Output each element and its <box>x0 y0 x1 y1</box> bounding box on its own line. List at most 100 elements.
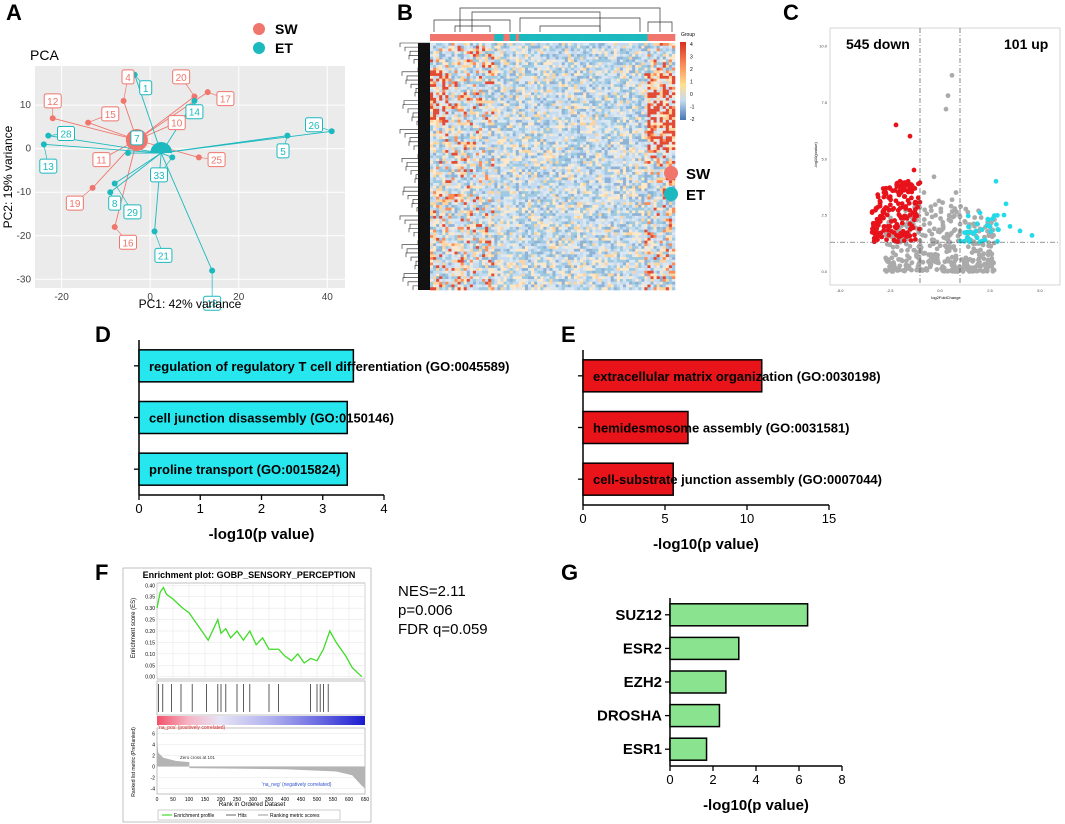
heatmap-cell <box>641 122 645 126</box>
heatmap-cell <box>638 130 642 134</box>
heatmap-cell <box>482 53 486 58</box>
heatmap-cell <box>528 177 532 181</box>
heatmap-cell <box>518 166 523 170</box>
heatmap-cell <box>500 114 504 118</box>
heatmap-cell <box>488 158 492 162</box>
heatmap-cell <box>546 182 550 187</box>
heatmap-cell <box>528 81 532 85</box>
heatmap-cell <box>613 64 618 68</box>
heatmap-group-cell <box>543 34 547 41</box>
heatmap-cell <box>515 171 520 176</box>
heatmap-cell <box>524 150 529 154</box>
heatmap-cell <box>515 56 520 60</box>
heatmap-cell <box>457 108 461 112</box>
heatmap-cell <box>534 67 538 71</box>
heatmap-cell <box>638 117 642 121</box>
heatmap-cell <box>549 128 553 132</box>
heatmap-cell <box>491 141 495 145</box>
heatmap-cell <box>433 78 437 82</box>
heatmap-cell <box>577 48 581 52</box>
heatmap-cell <box>531 169 535 173</box>
heatmap-cell <box>647 81 651 85</box>
heatmap-cell <box>604 128 608 132</box>
heatmap-cell <box>607 100 611 104</box>
heatmap-cell <box>430 128 434 132</box>
heatmap-cell <box>619 59 624 63</box>
heatmap-cell <box>622 177 627 181</box>
heatmap-cell <box>629 114 633 118</box>
heatmap-cell <box>613 177 618 181</box>
heatmap-cell <box>503 177 507 181</box>
heatmap-cell <box>656 141 660 145</box>
heatmap-cell <box>436 81 440 85</box>
heatmap-cell <box>521 75 526 79</box>
heatmap-cell <box>506 103 510 107</box>
heatmap-cell <box>616 125 621 129</box>
heatmap-cell <box>543 133 547 137</box>
heatmap-cell <box>466 144 471 148</box>
heatmap-cell <box>457 141 461 145</box>
heatmap-cell <box>662 114 667 118</box>
heatmap-cell <box>598 139 602 143</box>
heatmap-cell <box>592 92 596 96</box>
heatmap-cell <box>586 119 590 123</box>
heatmap-cell <box>650 185 654 189</box>
heatmap-cell <box>491 139 495 143</box>
heatmap-cell <box>626 169 630 173</box>
pca-label-leader <box>198 157 217 160</box>
heatmap-cell <box>570 182 575 187</box>
heatmap-cell <box>573 188 578 192</box>
heatmap-cell <box>463 48 468 52</box>
heatmap-cell <box>454 81 458 85</box>
heatmap-cell <box>592 51 596 55</box>
heatmap-cell <box>543 193 547 197</box>
heatmap-cell <box>463 119 468 123</box>
heatmap-cell <box>436 188 440 192</box>
heatmap-cell <box>534 155 538 159</box>
heatmap-cell <box>616 188 621 192</box>
heatmap-cell <box>589 147 593 151</box>
heatmap-cell <box>626 75 630 79</box>
heatmap-cell <box>546 103 550 107</box>
heatmap-cell <box>445 92 449 96</box>
heatmap-cell <box>475 59 480 63</box>
heatmap-cell <box>564 81 569 85</box>
heatmap-cell <box>451 81 455 85</box>
heatmap-cell <box>555 122 559 126</box>
heatmap-cell <box>641 67 645 71</box>
heatmap-cell <box>472 174 477 178</box>
heatmap-group-cell <box>528 34 532 41</box>
heatmap-cell <box>494 174 498 178</box>
heatmap-cell <box>494 67 498 71</box>
heatmap-cell <box>610 84 615 88</box>
heatmap-cell <box>540 43 544 47</box>
heatmap-cell <box>515 141 520 145</box>
heatmap-cell <box>613 128 618 132</box>
heatmap-cell <box>561 130 566 134</box>
heatmap-cell <box>549 166 553 170</box>
heatmap-cell <box>442 130 446 134</box>
heatmap-cell <box>543 89 547 93</box>
heatmap-cell <box>515 180 520 184</box>
heatmap-cell <box>448 43 452 47</box>
heatmap-cell <box>540 136 544 140</box>
heatmap-cell <box>454 182 458 187</box>
heatmap-cell <box>644 62 648 66</box>
heatmap-cell <box>534 48 538 52</box>
heatmap-cell <box>503 75 507 79</box>
heatmap-cell <box>445 67 449 71</box>
heatmap-cell <box>659 161 664 165</box>
heatmap-cell <box>534 177 538 181</box>
heatmap-cell <box>524 59 529 63</box>
heatmap-cell <box>638 185 642 189</box>
heatmap-cell <box>475 64 480 68</box>
heatmap-cell <box>613 163 618 167</box>
heatmap-cell <box>482 169 486 173</box>
heatmap-cell <box>445 78 449 82</box>
heatmap-cell <box>564 89 569 93</box>
heatmap-cell <box>475 73 480 77</box>
heatmap-cell <box>439 59 443 63</box>
heatmap-cell <box>610 78 615 82</box>
heatmap-cell <box>479 166 483 170</box>
